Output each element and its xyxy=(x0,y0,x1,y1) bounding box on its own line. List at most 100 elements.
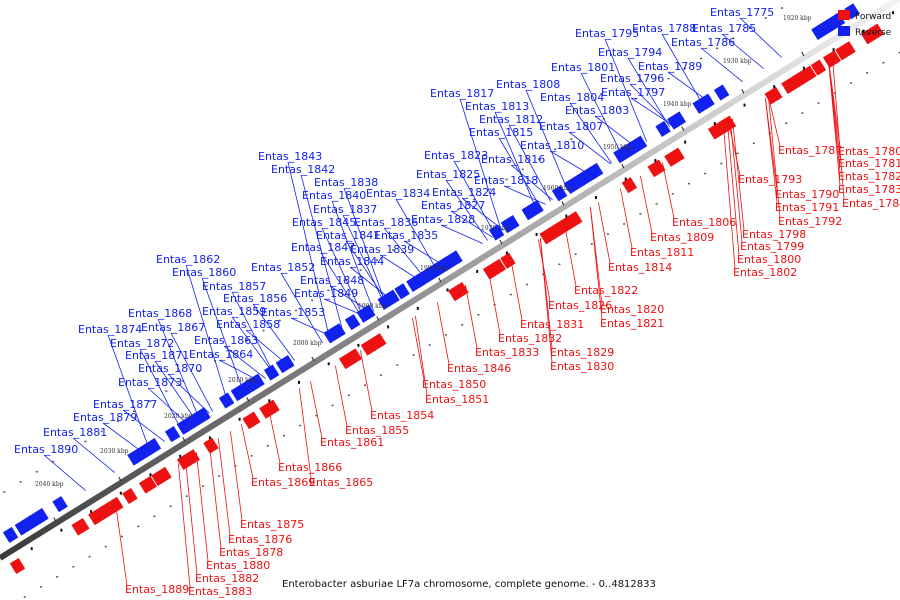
gene-label: Entas_1783 xyxy=(838,183,900,196)
gene-label: Entas_1832 xyxy=(498,332,562,345)
track-dot xyxy=(606,233,609,235)
label-leader xyxy=(728,121,741,176)
gene-block xyxy=(263,364,280,381)
gene-label: Entas_1854 xyxy=(370,409,434,422)
feature-mark xyxy=(446,288,449,292)
gene-label: Entas_1890 xyxy=(14,443,78,456)
legend-reverse-label: Reverse xyxy=(855,28,892,38)
track-dot xyxy=(639,213,642,215)
track-dot xyxy=(51,460,54,463)
feature-mark xyxy=(594,196,597,200)
gene-block xyxy=(368,333,387,351)
axis-tick-label: 1950 kbp xyxy=(603,144,632,151)
feature-mark xyxy=(476,269,479,273)
track-dot xyxy=(505,178,508,181)
label-leader xyxy=(170,332,214,412)
axis-tick-label: 1960 kbp xyxy=(543,185,572,192)
gene-label: Entas_1780 xyxy=(838,145,900,158)
track-dot xyxy=(866,72,869,74)
axis-tick xyxy=(246,397,250,402)
track-dot xyxy=(720,162,723,165)
gene-label: Entas_1815 xyxy=(469,126,533,139)
gene-label: Entas_1830 xyxy=(550,360,614,373)
track-dot xyxy=(201,485,204,487)
track-dot xyxy=(780,7,783,9)
track-dot xyxy=(234,465,237,467)
axis-tick xyxy=(311,356,315,362)
label-leader xyxy=(525,89,569,191)
label-leader xyxy=(488,270,501,335)
feature-mark xyxy=(297,380,300,384)
gene-label: Entas_1812 xyxy=(479,113,543,126)
label-leader xyxy=(331,200,375,312)
track-dot xyxy=(380,374,383,376)
track-dot xyxy=(311,299,314,302)
gene-label: Entas_1833 xyxy=(475,346,539,359)
track-dot xyxy=(444,334,447,336)
label-leader xyxy=(594,115,637,149)
label-leader xyxy=(445,179,488,241)
gene-block xyxy=(448,281,469,302)
gene-label: Entas_1824 xyxy=(432,186,496,199)
gene-label: Entas_1814 xyxy=(608,261,672,274)
gene-block xyxy=(203,437,219,454)
gene-label: Entas_1796 xyxy=(600,72,664,85)
track-dot xyxy=(23,596,26,598)
track-dot xyxy=(671,193,674,195)
gene-label: Entas_1781 xyxy=(838,157,900,170)
gene-label: Entas_1782 xyxy=(838,170,900,183)
label-leader xyxy=(589,207,603,320)
gene-label: Entas_1817 xyxy=(430,87,494,100)
track-dot xyxy=(327,289,330,292)
track-dot xyxy=(88,555,91,558)
track-dot xyxy=(408,239,411,241)
label-leader xyxy=(231,291,275,374)
label-leader xyxy=(329,285,372,313)
label-leader xyxy=(185,264,229,403)
legend-reverse-swatch xyxy=(838,26,850,36)
gene-label: Entas_1797 xyxy=(601,86,665,99)
gene-label: Entas_1785 xyxy=(692,22,756,35)
axis-tick xyxy=(438,277,442,283)
label-leader xyxy=(437,302,450,365)
feature-mark xyxy=(238,417,241,421)
gene-label: Entas_1860 xyxy=(172,266,236,279)
label-leader xyxy=(450,210,493,238)
track-dot xyxy=(266,445,269,447)
track-dot xyxy=(68,450,71,453)
gene-label: Entas_1786 xyxy=(671,36,735,49)
gene-label: Entas_1798 xyxy=(742,228,806,241)
gene-label: Entas_1876 xyxy=(228,533,292,546)
gene-label: Entas_1852 xyxy=(251,261,315,274)
gene-label: Entas_1804 xyxy=(540,91,604,104)
label-leader xyxy=(349,266,392,301)
label-leader xyxy=(208,444,222,549)
label-leader xyxy=(580,72,624,157)
track-dot xyxy=(169,505,172,507)
gene-block xyxy=(667,111,687,130)
label-leader xyxy=(620,188,633,249)
label-leader xyxy=(195,452,209,562)
track-dot xyxy=(72,565,75,568)
gene-label: Entas_1841 xyxy=(316,229,380,242)
track-dot xyxy=(116,420,119,423)
label-leader xyxy=(287,161,331,339)
label-leader xyxy=(343,187,387,305)
track-dot xyxy=(667,77,670,80)
gene-block xyxy=(338,348,363,370)
gene-label: Entas_1883 xyxy=(188,585,252,598)
gene-label: Entas_1862 xyxy=(156,253,220,266)
track-dot xyxy=(655,203,658,205)
label-leader xyxy=(440,224,483,244)
label-leader xyxy=(231,316,274,374)
gene-label: Entas_1784 xyxy=(842,197,900,210)
track-dot xyxy=(473,198,476,201)
label-leader xyxy=(300,174,344,331)
gene-label: Entas_1810 xyxy=(520,139,584,152)
gene-label: Entas_1856 xyxy=(223,292,287,305)
label-leader xyxy=(345,240,388,303)
gene-label: Entas_1849 xyxy=(294,287,358,300)
gene-label: Entas_1813 xyxy=(465,100,529,113)
label-leader xyxy=(412,317,425,381)
legend-forward-label: Forward xyxy=(855,12,891,22)
